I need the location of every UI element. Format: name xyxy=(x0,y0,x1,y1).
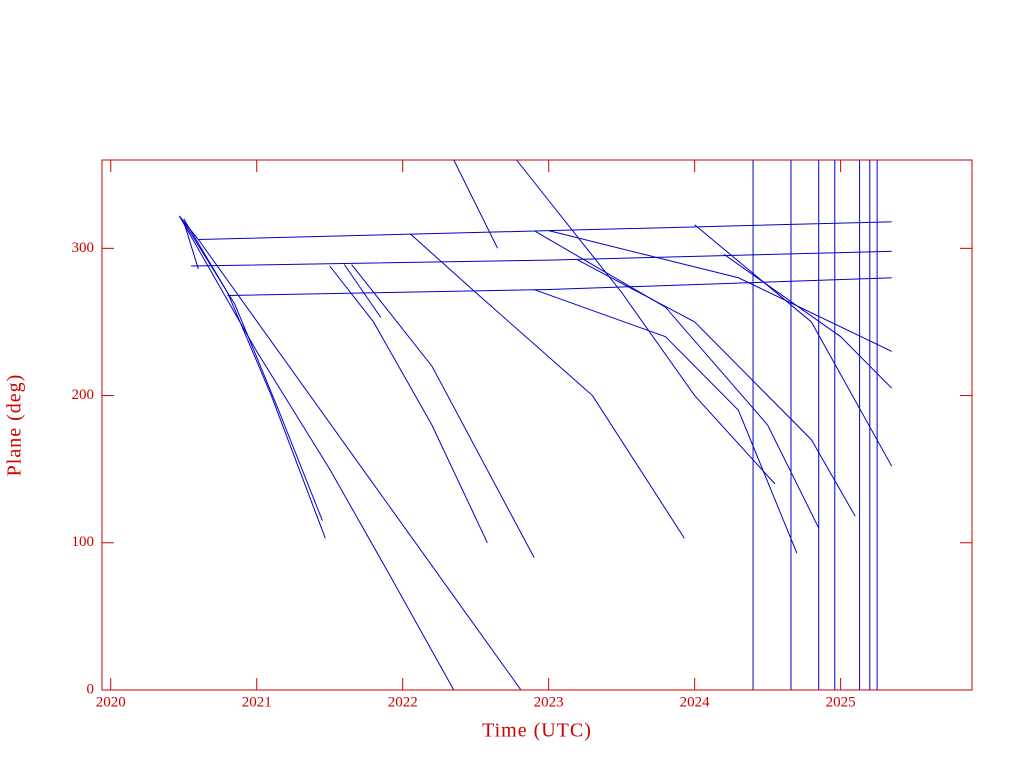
data-line xyxy=(191,250,892,267)
data-line xyxy=(694,224,893,467)
x-tick-label: 2020 xyxy=(96,694,126,710)
x-tick-label: 2023 xyxy=(534,694,564,710)
data-line xyxy=(533,230,820,529)
data-line xyxy=(351,264,535,558)
x-tick-label: 2022 xyxy=(388,694,418,710)
x-tick-label: 2024 xyxy=(680,694,711,710)
y-tick-label: 300 xyxy=(72,240,95,256)
y-tick-label: 200 xyxy=(72,387,95,403)
y-axis-label: Plane (deg) xyxy=(4,374,26,477)
data-line xyxy=(183,218,326,539)
data-line xyxy=(516,159,776,485)
y-tick-label: 100 xyxy=(72,534,95,550)
data-line xyxy=(548,230,892,352)
data-line xyxy=(183,221,199,270)
data-line xyxy=(178,215,455,691)
data-line xyxy=(183,221,323,521)
data-line xyxy=(329,265,488,543)
plot-frame xyxy=(101,159,973,691)
x-tick-label: 2025 xyxy=(826,694,856,710)
y-tick-label: 0 xyxy=(87,681,95,697)
data-line xyxy=(343,264,382,318)
x-tick-label: 2021 xyxy=(242,694,272,710)
data-line xyxy=(227,277,892,296)
x-axis-label: Time (UTC) xyxy=(482,720,592,742)
data-line xyxy=(533,289,798,554)
data-line xyxy=(723,253,893,389)
data-line xyxy=(409,233,685,539)
data-line xyxy=(453,159,499,249)
